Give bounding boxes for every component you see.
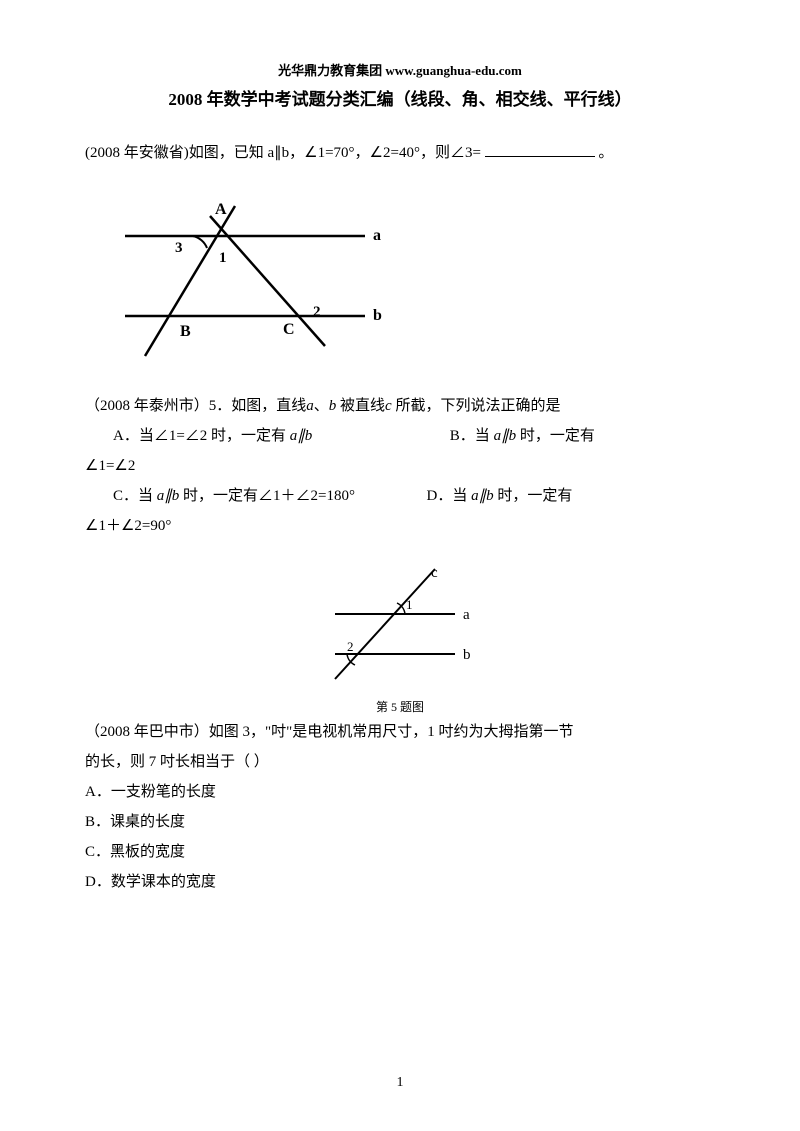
- svg-text:A: A: [215, 201, 227, 218]
- svg-text:c: c: [431, 565, 438, 581]
- q3-optB: B．课桌的长度: [85, 807, 715, 837]
- svg-text:1: 1: [219, 250, 227, 266]
- q2-optB-post: 时，一定有: [520, 428, 595, 444]
- page-number: 1: [0, 1075, 800, 1091]
- q1-figure: A B C a b 3 1 2: [115, 186, 715, 371]
- svg-text:2: 2: [347, 639, 354, 654]
- q2-optD-post: 时，一定有: [497, 488, 572, 504]
- q3-line2: 的长，则 7 吋长相当于（ ）: [85, 747, 715, 777]
- q2-a: a: [306, 398, 314, 414]
- q2-optB-tail: ∠1=∠2: [85, 458, 135, 474]
- svg-text:b: b: [373, 307, 382, 324]
- q1-text-pre: (2008 年安徽省)如图，已知 a∥b，∠1=70°，∠2=40°，则∠3=: [85, 145, 485, 161]
- q3-optD: D．数学课本的宽度: [85, 867, 715, 897]
- q2-optD-tail: ∠1＋∠2=90°: [85, 518, 171, 534]
- header-org: 光华鼎力教育集团 www.guanghua-edu.com: [85, 60, 715, 79]
- q1-text-post: 。: [598, 145, 613, 161]
- q1-blank[interactable]: [485, 141, 595, 157]
- q2-figure-caption: 第 5 题图: [85, 698, 715, 715]
- q2-optB-pre: B．当: [450, 428, 490, 444]
- q2-mid1: 、: [314, 398, 329, 414]
- q2-optC-expr: a∥b: [153, 488, 183, 504]
- q2-optC-post: 时，一定有∠1＋∠2=180°: [183, 488, 355, 504]
- svg-text:C: C: [283, 321, 295, 338]
- q2-optD-pre: D．当: [426, 488, 467, 504]
- q2-optA-expr: a∥b: [286, 428, 312, 444]
- svg-text:b: b: [463, 647, 471, 663]
- q3-line1: （2008 年巴中市）如图 3，"吋"是电视机常用尺寸，1 吋约为大拇指第一节: [85, 717, 715, 747]
- svg-text:2: 2: [313, 304, 321, 320]
- svg-text:a: a: [373, 227, 381, 244]
- q2-optD-expr: a∥b: [467, 488, 497, 504]
- q2-optB-expr: a∥b: [490, 428, 520, 444]
- svg-text:3: 3: [175, 240, 183, 256]
- question-3: （2008 年巴中市）如图 3，"吋"是电视机常用尺寸，1 吋约为大拇指第一节 …: [85, 717, 715, 897]
- q3-optA: A．一支粉笔的长度: [85, 777, 715, 807]
- q3-optC: C．黑板的宽度: [85, 837, 715, 867]
- svg-text:a: a: [463, 607, 470, 623]
- q2-optC-pre: C．当: [113, 488, 153, 504]
- svg-text:B: B: [180, 323, 191, 340]
- q2-figure: a b c 1 2: [85, 559, 715, 694]
- question-1: (2008 年安徽省)如图，已知 a∥b，∠1=70°，∠2=40°，则∠3= …: [85, 138, 715, 168]
- svg-text:1: 1: [406, 597, 413, 612]
- q2-prefix: （2008 年泰州市）5．如图，直线: [85, 398, 306, 414]
- page-title: 2008 年数学中考试题分类汇编（线段、角、相交线、平行线）: [85, 85, 715, 110]
- q2-c: c: [385, 398, 392, 414]
- q2-mid3: 所截，下列说法正确的是: [392, 398, 561, 414]
- q2-mid2: 被直线: [336, 398, 385, 414]
- question-2: （2008 年泰州市）5．如图，直线a、b 被直线c 所截，下列说法正确的是 A…: [85, 391, 715, 541]
- q2-optA-pre: A．当∠1=∠2 时，一定有: [113, 428, 286, 444]
